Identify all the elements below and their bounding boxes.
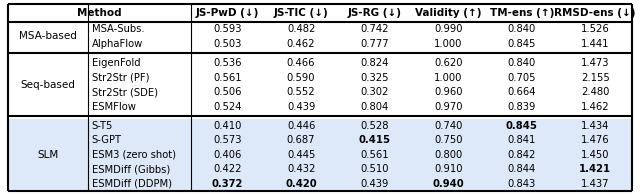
Text: 0.406: 0.406 (213, 150, 242, 160)
Text: ESMDiff (Gibbs): ESMDiff (Gibbs) (92, 164, 170, 174)
Text: 0.420: 0.420 (285, 179, 317, 189)
Text: TM-ens (↑): TM-ens (↑) (490, 8, 554, 18)
Text: 1.441: 1.441 (581, 39, 609, 49)
Bar (8, 119, 632, 191)
Text: MSA-Subs.: MSA-Subs. (92, 24, 145, 34)
Text: 0.439: 0.439 (287, 102, 316, 112)
Text: 0.506: 0.506 (213, 87, 242, 97)
Text: 1.000: 1.000 (434, 73, 462, 83)
Text: 1.462: 1.462 (581, 102, 609, 112)
Text: 0.446: 0.446 (287, 121, 316, 131)
Text: 1.000: 1.000 (434, 39, 462, 49)
Text: 0.841: 0.841 (508, 135, 536, 145)
Text: 1.437: 1.437 (581, 179, 609, 189)
Text: 0.561: 0.561 (360, 150, 389, 160)
Text: 0.740: 0.740 (434, 121, 462, 131)
Text: 0.804: 0.804 (360, 102, 388, 112)
Text: 0.415: 0.415 (358, 135, 390, 145)
Text: 0.840: 0.840 (508, 58, 536, 68)
Text: Seq-based: Seq-based (20, 80, 76, 90)
Text: 0.664: 0.664 (508, 87, 536, 97)
Text: 1.434: 1.434 (581, 121, 609, 131)
Text: 1.421: 1.421 (579, 164, 611, 174)
Text: 1.526: 1.526 (581, 24, 610, 34)
Text: 0.960: 0.960 (434, 87, 463, 97)
Text: 0.590: 0.590 (287, 73, 316, 83)
Text: AlphaFlow: AlphaFlow (92, 39, 143, 49)
Text: Validity (↑): Validity (↑) (415, 8, 481, 18)
Text: 1.473: 1.473 (581, 58, 609, 68)
Text: JS-TIC (↓): JS-TIC (↓) (274, 8, 328, 18)
Text: ESM3 (zero shot): ESM3 (zero shot) (92, 150, 176, 160)
Text: 0.325: 0.325 (360, 73, 389, 83)
Text: ESMDiff (DDPM): ESMDiff (DDPM) (92, 179, 172, 189)
Text: 0.432: 0.432 (287, 164, 316, 174)
Text: 0.842: 0.842 (508, 150, 536, 160)
Text: 1.450: 1.450 (581, 150, 609, 160)
Text: 0.561: 0.561 (213, 73, 242, 83)
Text: 0.439: 0.439 (360, 179, 389, 189)
Text: 0.524: 0.524 (213, 102, 242, 112)
Text: 0.845: 0.845 (508, 39, 536, 49)
Text: 0.845: 0.845 (506, 121, 538, 131)
Text: Str2Str (PF): Str2Str (PF) (92, 73, 149, 83)
Text: 2.480: 2.480 (581, 87, 609, 97)
Text: 0.910: 0.910 (434, 164, 463, 174)
Text: 0.445: 0.445 (287, 150, 316, 160)
Text: 0.503: 0.503 (213, 39, 242, 49)
Text: ESMFlow: ESMFlow (92, 102, 136, 112)
Text: Method: Method (77, 8, 122, 18)
Text: 0.466: 0.466 (287, 58, 316, 68)
Text: 0.940: 0.940 (433, 179, 464, 189)
Text: 2.155: 2.155 (581, 73, 610, 83)
Text: 0.705: 0.705 (508, 73, 536, 83)
Text: EigenFold: EigenFold (92, 58, 141, 68)
Text: 0.843: 0.843 (508, 179, 536, 189)
Text: S-GPT: S-GPT (92, 135, 122, 145)
Text: RMSD-ens (↓): RMSD-ens (↓) (554, 8, 636, 18)
Text: 0.422: 0.422 (213, 164, 242, 174)
Text: 0.302: 0.302 (360, 87, 389, 97)
Text: 1.476: 1.476 (581, 135, 609, 145)
Text: 0.750: 0.750 (434, 135, 463, 145)
Text: 0.839: 0.839 (508, 102, 536, 112)
Text: 0.372: 0.372 (212, 179, 243, 189)
Text: 0.687: 0.687 (287, 135, 316, 145)
Text: 0.742: 0.742 (360, 24, 389, 34)
Text: 0.482: 0.482 (287, 24, 316, 34)
Text: SLM: SLM (37, 150, 59, 160)
Text: 0.970: 0.970 (434, 102, 463, 112)
Text: JS-PwD (↓): JS-PwD (↓) (196, 8, 259, 18)
Text: 0.573: 0.573 (213, 135, 242, 145)
Text: JS-RG (↓): JS-RG (↓) (348, 8, 402, 18)
Text: S-T5: S-T5 (92, 121, 113, 131)
Text: 0.800: 0.800 (434, 150, 462, 160)
Text: 0.990: 0.990 (434, 24, 463, 34)
Text: 0.462: 0.462 (287, 39, 316, 49)
Text: 0.410: 0.410 (213, 121, 242, 131)
Text: 0.552: 0.552 (287, 87, 316, 97)
Text: 0.777: 0.777 (360, 39, 389, 49)
Text: 0.844: 0.844 (508, 164, 536, 174)
Text: 0.824: 0.824 (360, 58, 389, 68)
Text: 0.593: 0.593 (213, 24, 242, 34)
Text: 0.840: 0.840 (508, 24, 536, 34)
Text: 0.536: 0.536 (213, 58, 242, 68)
Text: 0.620: 0.620 (434, 58, 463, 68)
Text: Str2Str (SDE): Str2Str (SDE) (92, 87, 158, 97)
Text: 0.528: 0.528 (360, 121, 389, 131)
Text: 0.510: 0.510 (360, 164, 389, 174)
Text: MSA-based: MSA-based (19, 31, 77, 42)
